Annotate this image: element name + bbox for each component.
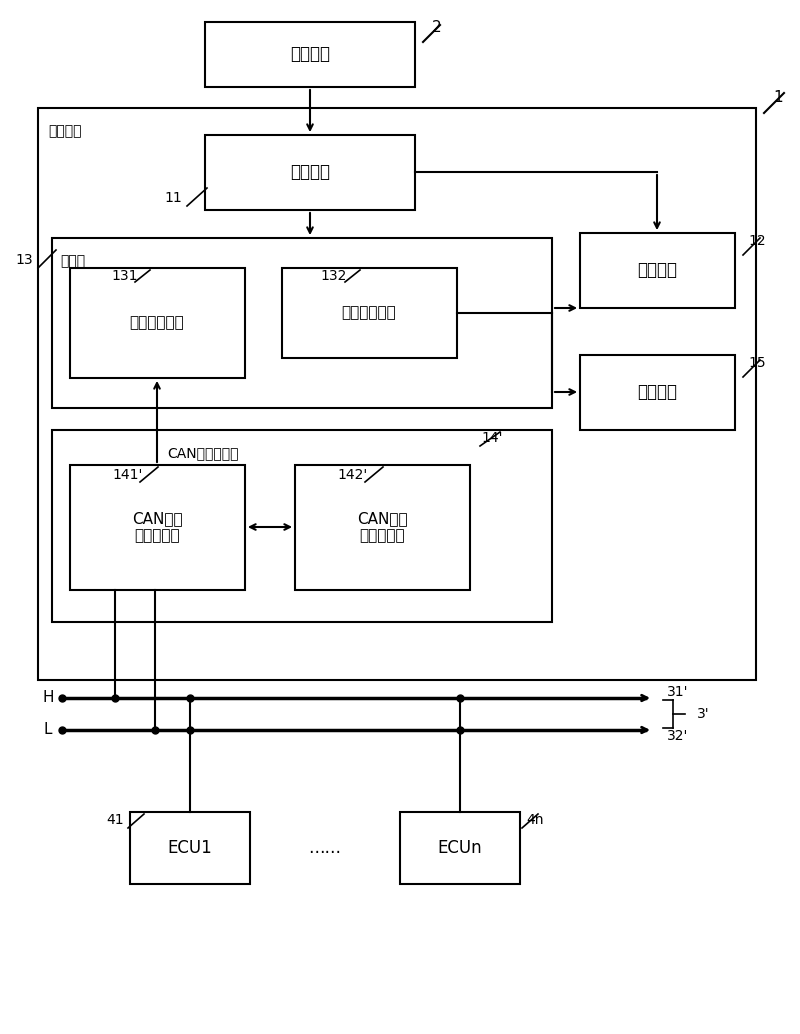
Text: 第二控制单元: 第二控制单元 bbox=[342, 305, 396, 321]
Text: 15: 15 bbox=[748, 356, 766, 370]
Bar bbox=[52, 238, 552, 408]
Text: CAN总线
信息收发器: CAN总线 信息收发器 bbox=[132, 511, 182, 543]
Text: 142': 142' bbox=[338, 468, 368, 482]
Bar bbox=[580, 233, 735, 308]
Bar bbox=[580, 355, 735, 430]
Text: 11: 11 bbox=[164, 191, 182, 205]
Text: ECU1: ECU1 bbox=[168, 839, 212, 857]
Text: ……: …… bbox=[309, 839, 342, 857]
Bar bbox=[38, 108, 756, 680]
Text: 汽车电源: 汽车电源 bbox=[290, 45, 330, 63]
Text: 1: 1 bbox=[773, 91, 783, 105]
Bar bbox=[205, 135, 415, 210]
Bar bbox=[295, 465, 470, 590]
Text: L: L bbox=[44, 723, 52, 737]
Text: 13: 13 bbox=[15, 253, 33, 267]
Text: CAN总线
信息解析器: CAN总线 信息解析器 bbox=[357, 511, 407, 543]
Text: 3': 3' bbox=[697, 707, 710, 721]
Text: 32': 32' bbox=[667, 729, 688, 743]
Text: 第一控制单元: 第一控制单元 bbox=[130, 315, 184, 331]
Text: 控制器: 控制器 bbox=[60, 254, 85, 268]
Text: 12: 12 bbox=[748, 234, 766, 248]
Text: 41: 41 bbox=[106, 813, 124, 827]
Text: H: H bbox=[42, 691, 54, 705]
Text: 2: 2 bbox=[432, 20, 442, 34]
Text: 14': 14' bbox=[482, 431, 502, 445]
Text: 电源模块: 电源模块 bbox=[290, 163, 330, 181]
Text: 31': 31' bbox=[667, 685, 689, 699]
Text: 应用模块: 应用模块 bbox=[637, 383, 677, 401]
Text: CAN总线控制器: CAN总线控制器 bbox=[167, 446, 238, 460]
Text: 141': 141' bbox=[113, 468, 143, 482]
Bar bbox=[130, 812, 250, 884]
Text: 131: 131 bbox=[112, 269, 138, 283]
Text: 车载终端: 车载终端 bbox=[48, 124, 82, 138]
Bar bbox=[70, 268, 245, 378]
Text: ECUn: ECUn bbox=[438, 839, 482, 857]
Bar bbox=[52, 430, 552, 622]
Bar bbox=[400, 812, 520, 884]
Text: 4n: 4n bbox=[526, 813, 544, 827]
Bar bbox=[282, 268, 457, 358]
Bar bbox=[205, 22, 415, 87]
Text: 132: 132 bbox=[321, 269, 347, 283]
Text: 显示模块: 显示模块 bbox=[637, 261, 677, 279]
Bar bbox=[70, 465, 245, 590]
